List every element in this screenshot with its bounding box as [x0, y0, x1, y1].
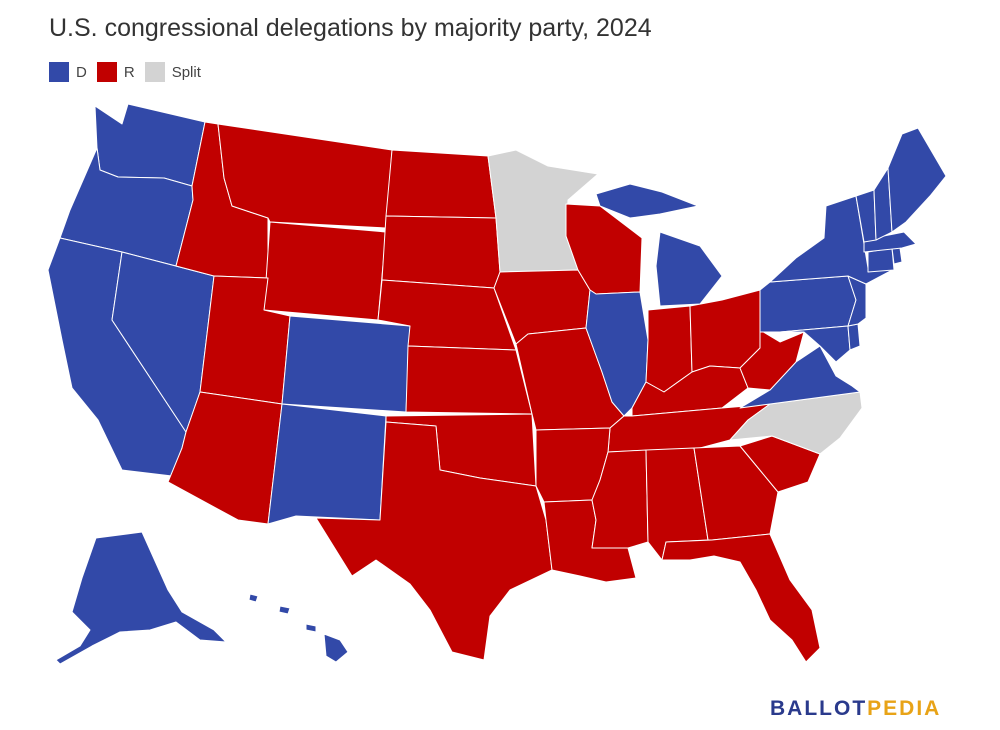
- state-hi-oahu: [278, 605, 291, 615]
- state-tx: [315, 421, 553, 661]
- state-ak: [55, 531, 227, 665]
- state-nm: [267, 403, 387, 525]
- state-nc: [729, 391, 863, 455]
- state-co: [281, 315, 411, 413]
- state-wa: [94, 103, 206, 187]
- logo-part1: BALLOT: [770, 697, 868, 720]
- state-sc: [739, 435, 821, 493]
- legend-swatch-split: [144, 62, 165, 82]
- map-title: U.S. congressional delegations by majori…: [49, 14, 652, 42]
- state-ma: [863, 231, 917, 253]
- legend: D R Split: [49, 62, 201, 82]
- state-me: [887, 127, 947, 233]
- state-hi-kauai: [248, 593, 259, 603]
- state-fl: [661, 533, 821, 663]
- logo-part2: PEDIA: [867, 697, 942, 720]
- legend-item-r: R: [96, 62, 135, 82]
- legend-swatch-r: [96, 62, 117, 82]
- state-hi: [323, 633, 349, 663]
- ballotpedia-logo: BALLOT PEDIA: [770, 697, 941, 721]
- legend-item-d: D: [49, 62, 87, 82]
- state-nd: [385, 149, 497, 219]
- state-wy: [263, 221, 387, 321]
- legend-swatch-d: [49, 62, 69, 82]
- state-ri: [891, 247, 903, 265]
- state-sd: [381, 215, 501, 289]
- legend-label-split: Split: [171, 63, 201, 81]
- legend-label-d: D: [76, 63, 87, 81]
- state-mi: [655, 231, 723, 307]
- legend-label-r: R: [123, 63, 135, 81]
- state-mi-upper: [595, 183, 699, 219]
- state-pa: [759, 275, 857, 333]
- state-hi-maui: [305, 623, 317, 633]
- state-ks: [405, 345, 533, 415]
- legend-item-split: Split: [144, 62, 201, 82]
- state-de: [847, 323, 861, 351]
